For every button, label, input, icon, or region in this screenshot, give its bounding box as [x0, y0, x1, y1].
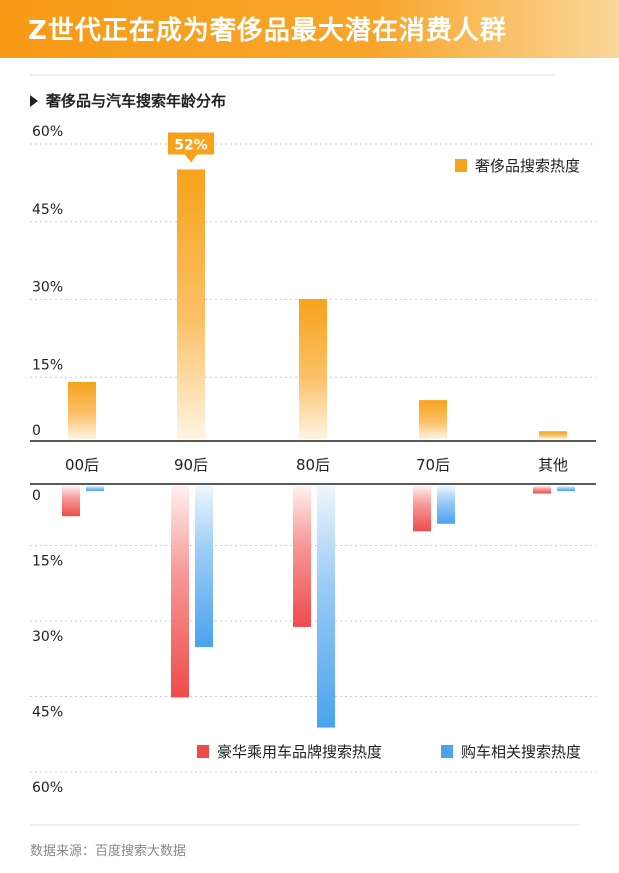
upper-y-tick-label: 30% — [32, 280, 63, 296]
car-search-legend-swatch — [441, 745, 453, 758]
lower-y-tick-label: 30% — [32, 629, 63, 645]
lower-y-tick-label: 60% — [32, 780, 63, 796]
luxury-legend-swatch — [455, 159, 467, 172]
car-brand-legend-swatch — [197, 745, 209, 758]
category-label: 70后 — [416, 456, 450, 474]
car-search-bar — [195, 486, 213, 648]
car-search-bar — [437, 486, 455, 524]
car-search-bar — [557, 486, 575, 492]
car-brand-bar — [171, 486, 189, 698]
chart-subtitle-text: 奢侈品与汽车搜索年龄分布 — [46, 92, 227, 110]
category-label: 80后 — [296, 456, 330, 474]
car-brand-bar — [62, 486, 80, 517]
peak-callout-label: 52% — [174, 137, 208, 153]
data-source: 数据来源：百度搜索大数据 — [30, 844, 187, 859]
car-brand-bar — [293, 486, 311, 627]
car-search-bar — [317, 486, 335, 728]
peak-callout-bubble — [168, 132, 214, 163]
car-search-bar — [86, 486, 104, 492]
luxury-bar — [539, 431, 567, 439]
car-brand-bar — [413, 486, 431, 532]
triangle-bullet-icon — [30, 95, 38, 107]
category-label: 90后 — [174, 456, 208, 474]
luxury-bar — [299, 299, 327, 439]
upper-y-tick-label: 0 — [32, 423, 41, 439]
category-label: 00后 — [65, 456, 99, 474]
luxury-bar — [68, 381, 96, 439]
luxury-bar — [177, 169, 205, 439]
car-brand-bar — [533, 486, 551, 494]
category-label: 其他 — [538, 456, 568, 474]
car-brand-legend-label: 豪华乘用车品牌搜索热度 — [217, 743, 382, 761]
upper-y-tick-label: 45% — [32, 202, 63, 218]
luxury-legend-label: 奢侈品搜索热度 — [475, 157, 580, 175]
lower-y-tick-label: 15% — [32, 554, 63, 570]
car-search-legend-label: 购车相关搜索热度 — [461, 743, 581, 761]
lower-y-tick-label: 45% — [32, 705, 63, 721]
page-title: Z世代正在成为奢侈品最大潜在消费人群 — [28, 16, 507, 46]
upper-y-tick-label: 15% — [32, 357, 63, 373]
chart-subtitle: 奢侈品与汽车搜索年龄分布 — [30, 90, 226, 111]
title-banner: Z世代正在成为奢侈品最大潜在消费人群 — [0, 0, 619, 58]
luxury-bar — [419, 400, 447, 439]
upper-y-tick-label: 60% — [32, 124, 63, 140]
lower-y-tick-label: 0 — [32, 488, 41, 504]
